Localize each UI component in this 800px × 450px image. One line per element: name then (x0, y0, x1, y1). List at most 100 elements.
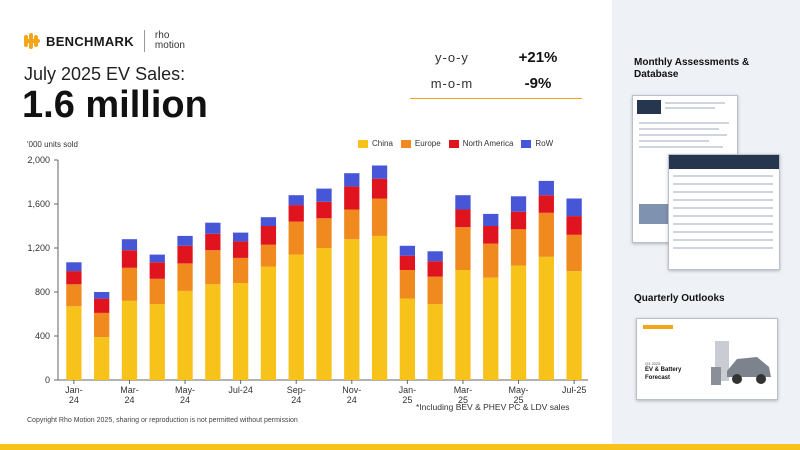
bar-segment-north-america (260, 226, 277, 245)
x-tick-label: Sep- (287, 385, 306, 395)
legend-item: China (358, 139, 393, 148)
bar-segment-row (260, 217, 277, 226)
bar-segment-europe (94, 312, 110, 338)
report-text-line (639, 134, 727, 136)
legend-label: RoW (535, 139, 554, 148)
stat-yoy-label: y-o-y (435, 49, 469, 65)
stat-mom-value: -9% (524, 74, 552, 92)
x-tick-label: 24 (124, 395, 134, 405)
bar-segment-north-america (316, 201, 332, 219)
database-row-line (673, 231, 773, 233)
headline-value: 1.6 million (22, 84, 208, 126)
page-subtitle: July 2025 EV Sales: (24, 64, 186, 84)
legend-item: RoW (521, 139, 553, 148)
header-logo: BENCHMARK rho motion (24, 30, 195, 52)
bar-segment-europe (510, 229, 527, 266)
database-row-line (673, 199, 773, 201)
y-tick-label: 800 (35, 287, 50, 297)
bar-segment-row (538, 180, 554, 196)
bar-segment-china (399, 298, 416, 380)
report-text-line (639, 122, 729, 124)
quarterly-outlook-thumbnail[interactable]: Q3 2025 EV & Battery Forecast (636, 318, 778, 400)
stat-mom: m-o-m -9% (410, 70, 582, 96)
x-tick-label: Jul-25 (562, 385, 587, 395)
chart-legend: China Europe North America RoW (358, 139, 561, 148)
x-tick-label: Mar- (454, 385, 473, 395)
partner-name: rho motion (154, 30, 185, 51)
bar-segment-north-america (149, 262, 165, 279)
bar-segment-row (316, 188, 332, 202)
bar-segment-europe (149, 278, 165, 305)
bar-segment-north-america (205, 233, 221, 251)
x-tick-label: Jan- (399, 385, 417, 395)
quarterly-outlooks-title: Quarterly Outlooks (634, 293, 725, 304)
stacked-bar-chart: 04008001,2001,6002,000Jan-24Mar-24May-24… (27, 155, 588, 405)
bar-segment-china (538, 256, 554, 380)
x-tick-label: May- (175, 385, 195, 395)
database-row-line (673, 183, 773, 185)
bar-segment-europe (177, 263, 193, 291)
bar-segment-row (371, 165, 388, 179)
bar-segment-north-america (371, 178, 388, 199)
legend-item: North America (448, 139, 514, 148)
database-thumbnail[interactable] (668, 154, 780, 270)
bar-segment-north-america (177, 245, 193, 264)
bar-segment-north-america (483, 226, 499, 244)
bar-segment-row (510, 196, 527, 212)
bar-segment-china (177, 290, 193, 380)
chart-footnote: *Including BEV & PHEV PC & LDV sales (416, 402, 570, 412)
y-tick-label: 2,000 (27, 155, 50, 165)
bar-segment-china (371, 235, 388, 380)
bar-segment-north-america (455, 209, 471, 228)
bar-segment-europe (371, 198, 388, 236)
y-tick-label: 0 (45, 375, 50, 385)
bar-segment-north-america (94, 298, 110, 313)
stat-yoy: y-o-y +21% (410, 44, 582, 70)
bar-segment-north-america (399, 255, 416, 270)
x-tick-label: 24 (347, 395, 357, 405)
legend-swatch (521, 139, 532, 148)
database-row-line (673, 239, 773, 241)
bar-segment-china (288, 254, 304, 380)
bottom-accent-bar (0, 444, 800, 450)
outlook-title-line1: EV & Battery (645, 367, 682, 373)
bar-segment-north-america (66, 271, 82, 285)
bar-segment-north-america (566, 216, 582, 235)
x-tick-label: 24 (69, 395, 79, 405)
bar-segment-north-america (510, 211, 527, 230)
bar-segment-europe (232, 257, 249, 284)
car-illustration-icon (711, 341, 771, 385)
logo-divider (143, 30, 145, 52)
legend-label: Europe (414, 139, 441, 148)
bar-segment-china (121, 300, 138, 380)
bar-segment-china (316, 248, 332, 380)
report-text-line (639, 140, 709, 142)
x-tick-label: Jul-24 (228, 385, 253, 395)
bar-segment-row (177, 235, 193, 246)
bar-segment-europe (427, 276, 443, 305)
growth-stats: y-o-y +21% m-o-m -9% (410, 44, 582, 99)
bar-segment-china (260, 266, 277, 380)
database-row-line (673, 207, 773, 209)
bar-segment-china (232, 283, 249, 380)
legend-label: North America (462, 139, 514, 148)
x-tick-label: 25 (458, 395, 468, 405)
bar-segment-china (205, 284, 221, 380)
report-chart-thumb (639, 204, 669, 224)
bar-segment-north-america (344, 186, 360, 210)
outlook-title-line2: Forecast (645, 375, 671, 381)
y-tick-label: 400 (35, 331, 50, 341)
database-row-line (673, 247, 773, 249)
bar-segment-row (205, 222, 221, 234)
x-tick-label: 25 (514, 395, 524, 405)
bar-segment-europe (566, 234, 582, 272)
x-tick-label: 24 (180, 395, 190, 405)
legend-swatch (400, 139, 411, 148)
benchmark-logo-icon (24, 33, 42, 49)
bar-segment-europe (483, 243, 499, 278)
bar-segment-china (66, 306, 82, 380)
outlook-period: Q3 2025 (645, 361, 661, 366)
report-logo-block (637, 100, 661, 114)
bar-segment-row (232, 232, 249, 242)
bar-segment-china (94, 337, 110, 380)
